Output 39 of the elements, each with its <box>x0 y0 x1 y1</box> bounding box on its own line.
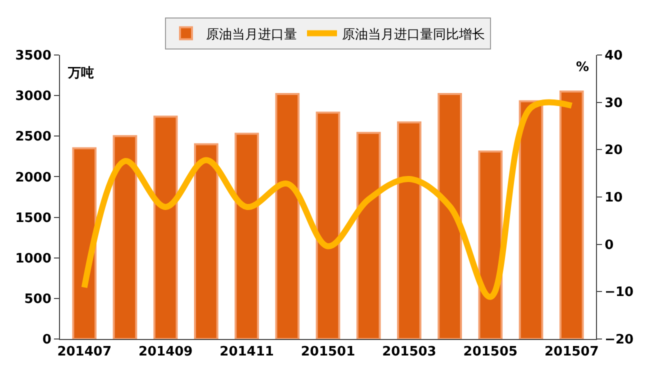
bar <box>153 116 178 339</box>
y2-axis-title: % <box>576 60 590 75</box>
legend-label: 原油当月进口量同比增长 <box>342 27 485 42</box>
y2-tick-label: 10 <box>604 190 623 206</box>
x-tick-label: 201505 <box>463 344 518 360</box>
y-tick-label: 500 <box>24 292 52 307</box>
bar <box>478 150 503 339</box>
x-tick-label: 201503 <box>382 344 436 360</box>
y-tick-label: 2000 <box>15 170 52 186</box>
bar <box>112 135 138 339</box>
y-tick-label: 1500 <box>15 210 52 226</box>
x-tick-label: 201501 <box>300 344 356 360</box>
bar <box>397 121 422 339</box>
y-tick-label: 3500 <box>15 48 52 64</box>
y-tick-label: 0 <box>42 332 52 348</box>
bar <box>518 100 544 339</box>
bar <box>275 92 300 339</box>
y-axis-title: 万吨 <box>67 66 94 81</box>
y2-tick-label: 20 <box>604 143 623 158</box>
y2-tick-label: −10 <box>604 285 634 300</box>
bar <box>559 90 584 339</box>
x-tick-label: 201411 <box>220 344 274 360</box>
y2-tick-label: 0 <box>604 238 614 253</box>
y2-tick-label: 40 <box>604 48 623 64</box>
y-tick-label: 3000 <box>15 89 52 104</box>
legend-label: 原油当月进口量 <box>206 27 297 42</box>
y-tick-label: 1000 <box>15 251 52 266</box>
bar <box>316 112 340 339</box>
y2-tick-label: 30 <box>604 96 623 111</box>
bar <box>194 143 218 339</box>
y-tick-label: 2500 <box>15 130 52 145</box>
bar <box>234 132 259 339</box>
x-tick-label: 201407 <box>57 344 112 360</box>
x-tick-label: 201409 <box>138 344 193 360</box>
x-tick-label: 201507 <box>544 344 599 360</box>
bar <box>356 132 381 339</box>
bar <box>72 147 97 339</box>
bar <box>438 92 462 339</box>
y2-tick-label: −20 <box>604 332 634 348</box>
